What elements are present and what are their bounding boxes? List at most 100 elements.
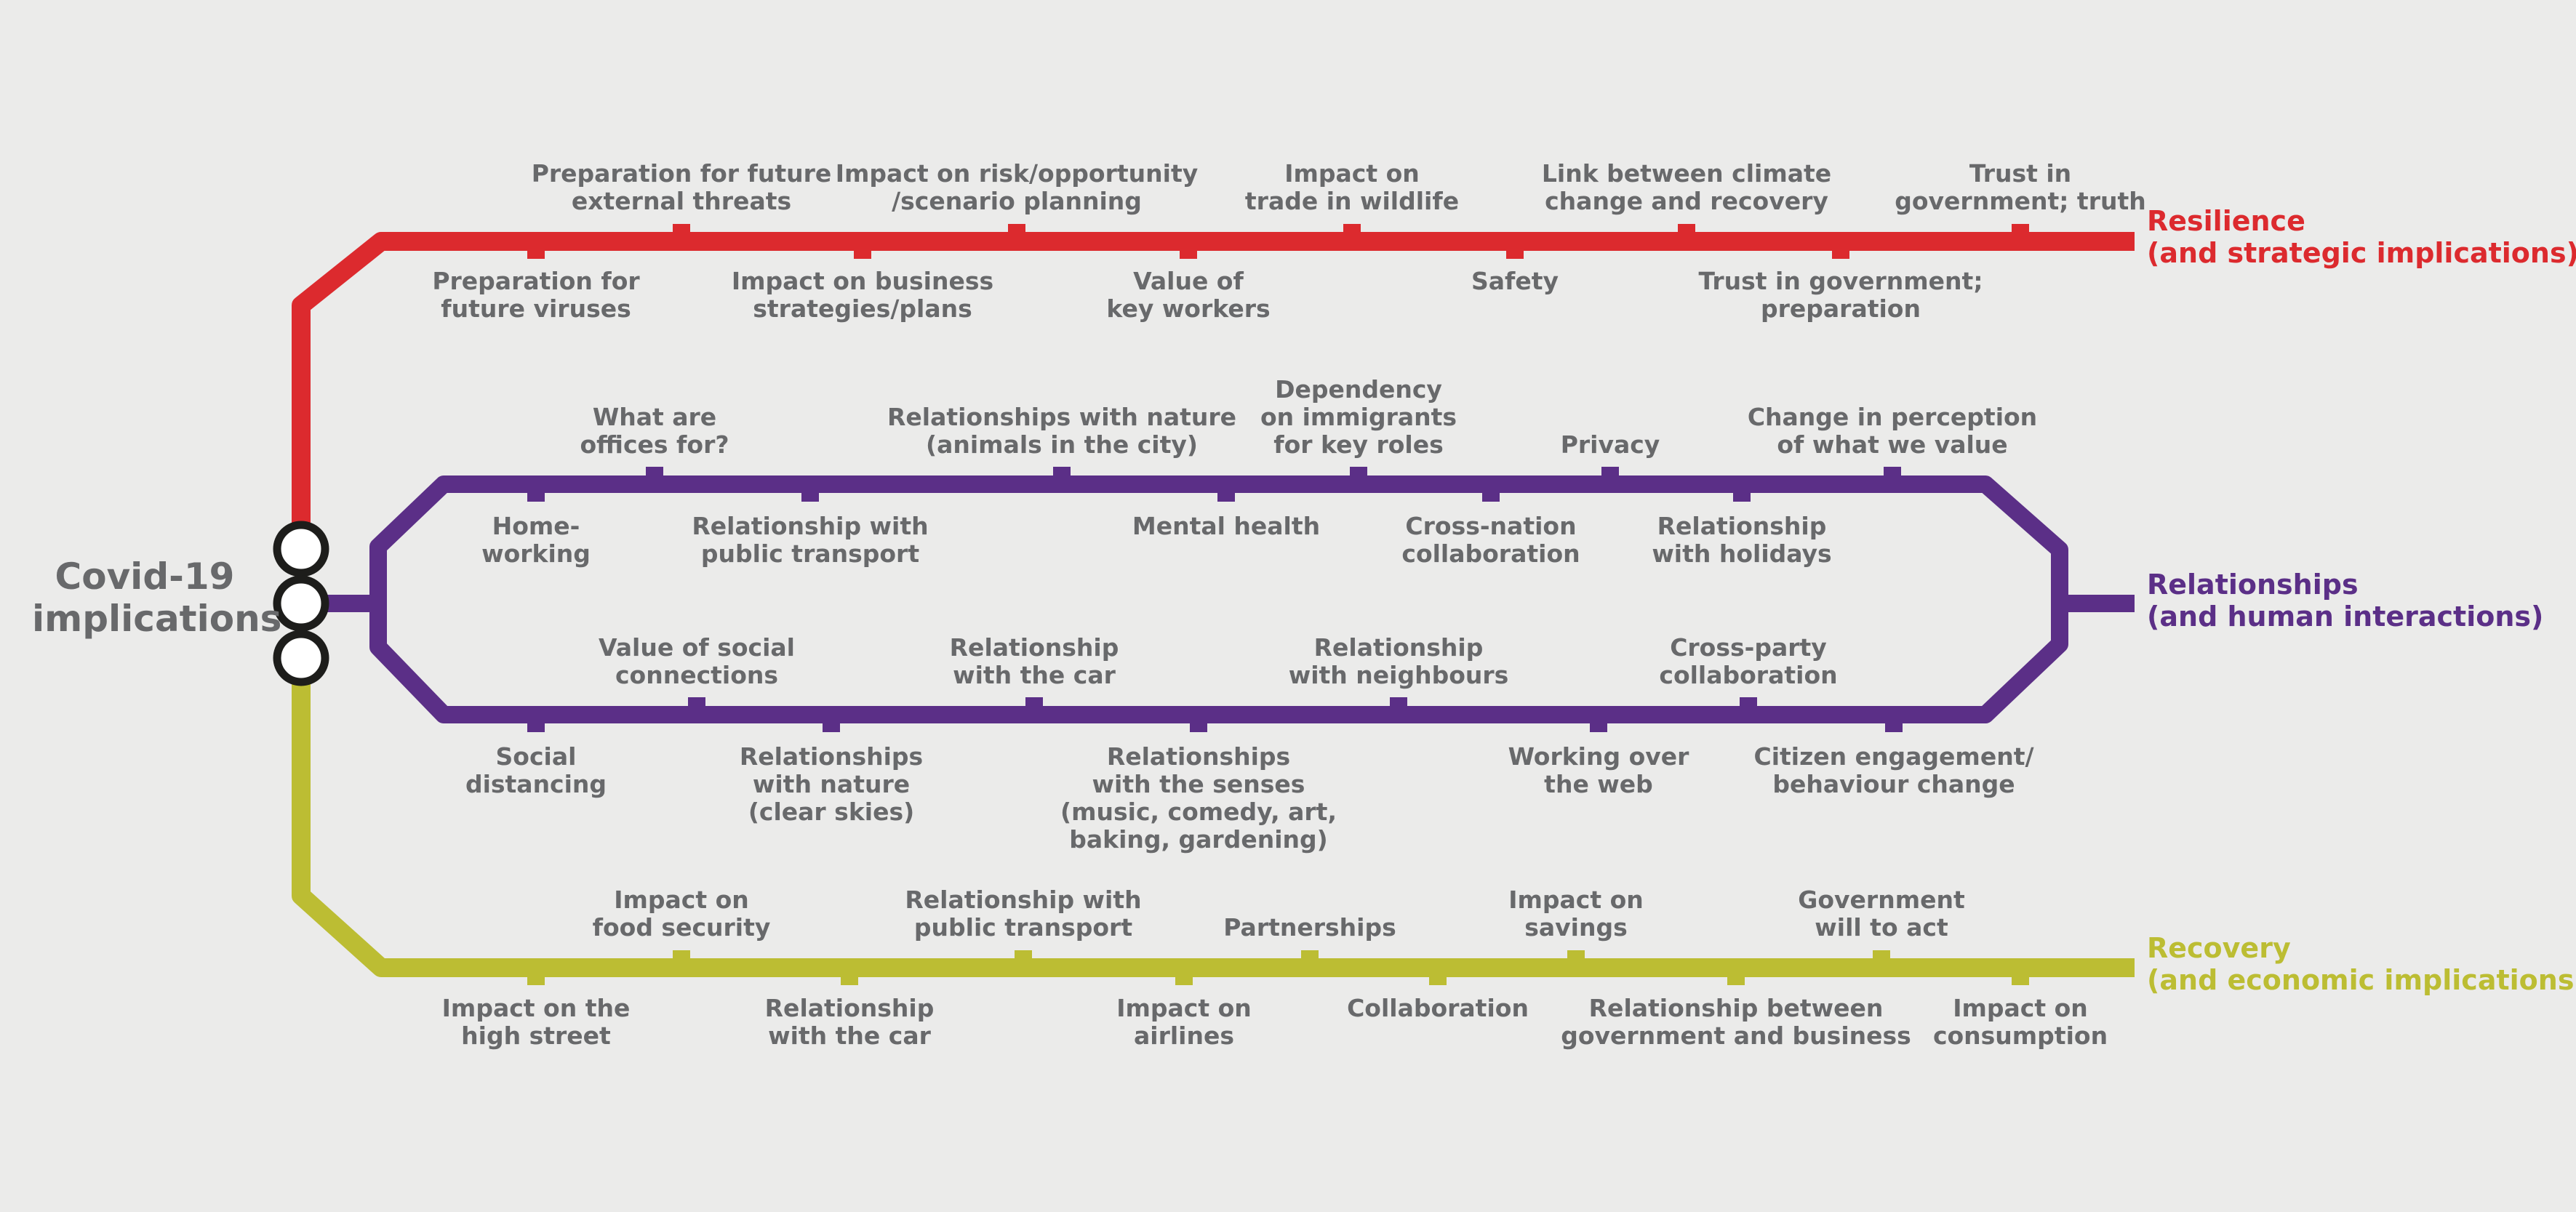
station-tick bbox=[1025, 697, 1043, 710]
line-title: Relationships bbox=[2147, 569, 2359, 601]
station-label: Relationship with neighbours bbox=[1288, 633, 1509, 689]
station-tick bbox=[1678, 224, 1695, 237]
hub-title: Covid-19 implications bbox=[32, 555, 282, 640]
station-label: Cross-nation collaboration bbox=[1401, 512, 1580, 568]
line-name-recovery: Recovery (and economic implications) bbox=[2147, 932, 2576, 996]
line-title: Resilience bbox=[2147, 205, 2305, 237]
station-label: Mental health bbox=[1132, 512, 1321, 540]
station-tick bbox=[1832, 246, 1849, 259]
line-subtitle: (and strategic implications) bbox=[2147, 237, 2576, 269]
station-label: What are offices for? bbox=[580, 403, 729, 459]
station-label: Citizen engagement/behaviour change bbox=[1753, 742, 2034, 798]
station-label: Impact on consumption bbox=[1932, 994, 2108, 1050]
station-tick bbox=[1567, 950, 1585, 963]
station-tick bbox=[1015, 950, 1032, 963]
station-tick bbox=[527, 489, 545, 502]
station-label: Cross-party collaboration bbox=[1659, 633, 1838, 689]
station-tick bbox=[688, 697, 705, 710]
station-tick bbox=[823, 719, 840, 732]
station-label: Social distancing bbox=[465, 742, 607, 798]
station-tick bbox=[854, 246, 871, 259]
station-label: Value of social connections bbox=[599, 633, 795, 689]
station-label: Partnerships bbox=[1223, 913, 1396, 942]
station-label: Impact on airlines bbox=[1116, 994, 1252, 1050]
recovery-line bbox=[292, 669, 2135, 977]
resilience-line bbox=[292, 232, 2135, 534]
station-label: Relationships with nature (clear skies) bbox=[739, 742, 924, 826]
station-tick bbox=[673, 224, 690, 237]
station-label: Trust in government; truth bbox=[1895, 159, 2146, 215]
station-tick bbox=[673, 950, 690, 963]
station-label: Working over the web bbox=[1508, 742, 1689, 798]
station-label: Trust in government; preparation bbox=[1698, 267, 1983, 323]
station-tick bbox=[2012, 224, 2029, 237]
station-tick bbox=[1873, 950, 1890, 963]
relationships-loop bbox=[369, 475, 2068, 723]
station-tick bbox=[527, 246, 545, 259]
station-tick bbox=[1175, 972, 1193, 985]
station-tick bbox=[1350, 467, 1367, 480]
station-label: Value of key workers bbox=[1106, 267, 1271, 323]
station-label: Relationships with the senses (music, come… bbox=[1060, 742, 1337, 854]
station-tick bbox=[527, 719, 545, 732]
station-tick bbox=[1727, 972, 1745, 985]
station-tick bbox=[1390, 697, 1407, 710]
station-tick bbox=[2012, 972, 2029, 985]
station-label: Relationship with holidays bbox=[1652, 512, 1832, 568]
station-label: Home-working bbox=[481, 512, 591, 568]
station-tick bbox=[1733, 489, 1751, 502]
station-tick bbox=[646, 467, 663, 480]
station-label: Government will to act bbox=[1798, 886, 1965, 942]
station-tick bbox=[1740, 697, 1757, 710]
station-tick bbox=[1008, 224, 1025, 237]
station-label: Preparation for future external threats bbox=[531, 159, 832, 215]
station-label: Impact on savings bbox=[1508, 886, 1644, 942]
hub-circle-top bbox=[273, 521, 329, 577]
station-tick bbox=[1885, 719, 1903, 732]
station-label: Relationship with public transport bbox=[905, 886, 1142, 942]
station-label: Impact on food security bbox=[592, 886, 771, 942]
station-tick bbox=[1429, 972, 1447, 985]
station-tick bbox=[1343, 224, 1361, 237]
station-tick bbox=[1884, 467, 1901, 480]
station-label: Impact on risk/opportunity/scenario plan… bbox=[835, 159, 1199, 215]
station-label: Safety bbox=[1471, 267, 1559, 295]
hub-title-line2: implications bbox=[32, 598, 282, 640]
station-tick bbox=[801, 489, 819, 502]
line-name-relationships: Relationships (and human interactions) bbox=[2147, 569, 2543, 633]
station-label: Relationships with nature (animals in the… bbox=[887, 403, 1237, 459]
station-tick bbox=[1190, 719, 1207, 732]
station-label: Privacy bbox=[1560, 430, 1660, 459]
line-subtitle: (and human interactions) bbox=[2147, 601, 2544, 633]
line-subtitle: (and economic implications) bbox=[2147, 964, 2576, 996]
station-tick bbox=[1482, 489, 1500, 502]
station-label: Change in perception of what we value bbox=[1747, 403, 2038, 459]
hub-title-line1: Covid-19 bbox=[55, 555, 235, 598]
station-ticks bbox=[527, 224, 2029, 985]
station-tick bbox=[1217, 489, 1235, 502]
station-tick bbox=[1301, 950, 1319, 963]
station-label: Preparation for future viruses bbox=[432, 267, 640, 323]
hub-circle-bottom bbox=[273, 630, 329, 686]
station-label: Relationship with the car bbox=[949, 633, 1119, 689]
station-label: Dependency on immigrants for key roles bbox=[1260, 375, 1457, 459]
station-tick bbox=[1590, 719, 1607, 732]
line-name-resilience: Resilience (and strategic implications) bbox=[2147, 205, 2576, 269]
line-title: Recovery bbox=[2147, 932, 2291, 964]
station-label: Collaboration bbox=[1347, 994, 1529, 1022]
station-label: Relationship with public transport bbox=[692, 512, 929, 568]
station-tick bbox=[527, 972, 545, 985]
station-tick bbox=[841, 972, 858, 985]
station-tick bbox=[1053, 467, 1071, 480]
station-label: Impact on the high street bbox=[441, 994, 631, 1050]
station-label: Impact on business strategies/plans bbox=[731, 267, 994, 323]
station-tick bbox=[1601, 467, 1619, 480]
station-tick bbox=[1506, 246, 1524, 259]
station-tick bbox=[1180, 246, 1197, 259]
station-label: Relationship with the car bbox=[764, 994, 935, 1050]
hub-circle-middle bbox=[273, 575, 329, 632]
station-label: Link between climate change and recovery bbox=[1541, 159, 1832, 215]
station-label: Relationship between government and busin… bbox=[1561, 994, 1911, 1050]
station-label: Impact on trade in wildlife bbox=[1244, 159, 1460, 215]
